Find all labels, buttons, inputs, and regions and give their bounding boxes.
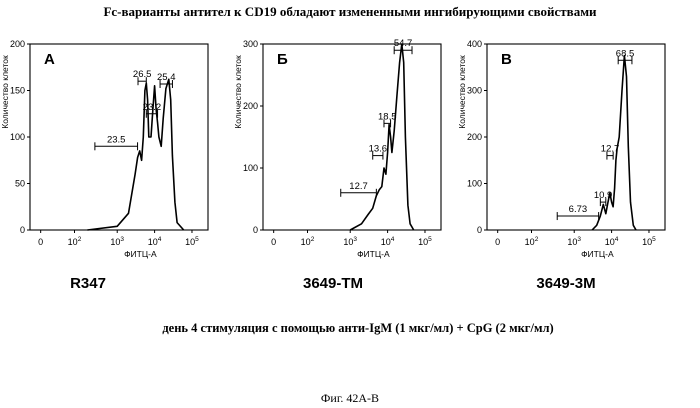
x-tick-label: 0 <box>495 237 500 247</box>
y-tick-label: 100 <box>467 179 482 189</box>
gate-marker: 6.73 <box>556 204 600 221</box>
gate-label: 23.5 <box>107 134 126 145</box>
y-tick-label: 0 <box>253 225 258 235</box>
histogram-curve <box>87 78 185 231</box>
y-tick-label: 300 <box>467 86 482 96</box>
y-tick-label: 100 <box>243 163 258 173</box>
x-tick-label: 104 <box>381 236 395 247</box>
gate-label: 23.2 <box>143 102 162 113</box>
y-tick-label: 0 <box>20 225 25 235</box>
gate-marker: 12.7 <box>340 181 377 197</box>
histogram-curve <box>591 54 637 231</box>
panel-letter: A <box>44 51 55 68</box>
gate-label: 25.4 <box>157 72 176 83</box>
gate-marker: 23.5 <box>94 134 139 151</box>
gate-marker: 23.2 <box>143 102 162 118</box>
panel-letter: В <box>501 51 512 68</box>
y-tick-label: 100 <box>10 132 25 142</box>
y-tick-label: 50 <box>15 179 25 189</box>
x-tick-label: 103 <box>343 236 357 247</box>
gate-marker: 12.7 <box>601 144 620 160</box>
gate-label: 12.7 <box>349 181 368 192</box>
histogram-curve <box>349 43 415 231</box>
gate-marker: 13.6 <box>369 144 388 160</box>
y-tick-label: 400 <box>467 39 482 49</box>
x-tick-label: 103 <box>110 236 124 247</box>
x-axis-label: ФИТЦ-А <box>357 249 390 259</box>
y-tick-label: 200 <box>467 132 482 142</box>
x-tick-label: 105 <box>418 236 432 247</box>
x-tick-label: 105 <box>185 236 199 247</box>
gate-marker: 18.5 <box>378 111 397 128</box>
y-tick-label: 300 <box>243 39 258 49</box>
x-tick-label: 104 <box>605 236 619 247</box>
figure-caption: Фиг. 42А-В <box>321 391 379 405</box>
gate-label: 54.7 <box>394 38 413 49</box>
x-tick-label: 104 <box>148 236 162 247</box>
gate-marker: 26.5 <box>133 69 152 86</box>
y-tick-label: 0 <box>477 225 482 235</box>
y-tick-label: 200 <box>10 39 25 49</box>
x-tick-label: 105 <box>642 236 656 247</box>
x-tick-label: 102 <box>525 236 539 247</box>
gate-marker: 54.7 <box>393 38 413 55</box>
gate-label: 68.5 <box>616 48 635 59</box>
panel-letter: Б <box>277 51 288 68</box>
x-tick-label: 102 <box>68 236 82 247</box>
gate-marker: 25.4 <box>157 72 176 88</box>
plot-frame <box>486 43 666 231</box>
x-axis-label: ФИТЦ-А <box>124 249 157 259</box>
x-tick-label: 0 <box>38 237 43 247</box>
stimulation-subtitle: день 4 стимуляция с помощью анти-IgM (1 … <box>162 321 553 335</box>
y-axis-label: Количество клеток <box>233 55 243 129</box>
y-axis-label: Количество клеток <box>457 55 467 129</box>
y-axis-label: Количество клеток <box>0 55 10 129</box>
x-tick-label: 102 <box>301 236 315 247</box>
x-axis-label: ФИТЦ-А <box>581 249 614 259</box>
panel-name: 3649-3M <box>536 275 595 292</box>
figure-title: Fc-варианты антител к CD19 обладают изме… <box>103 4 597 19</box>
gate-label: 12.7 <box>601 144 620 155</box>
gate-label: 18.5 <box>378 111 397 122</box>
x-tick-label: 103 <box>567 236 581 247</box>
y-tick-label: 150 <box>10 86 25 96</box>
gate-label: 26.5 <box>133 69 152 80</box>
gate-label: 13.6 <box>369 144 388 155</box>
gate-label: 6.73 <box>569 204 588 215</box>
y-tick-label: 200 <box>243 101 258 111</box>
panel-name: 3649-TM <box>303 275 363 292</box>
panel-name: R347 <box>70 275 106 292</box>
gate-marker: 68.5 <box>616 48 635 65</box>
plot-frame <box>262 43 442 231</box>
x-tick-label: 0 <box>271 237 276 247</box>
gate-label: 10.9 <box>594 190 613 201</box>
gate-marker: 10.9 <box>594 190 613 207</box>
